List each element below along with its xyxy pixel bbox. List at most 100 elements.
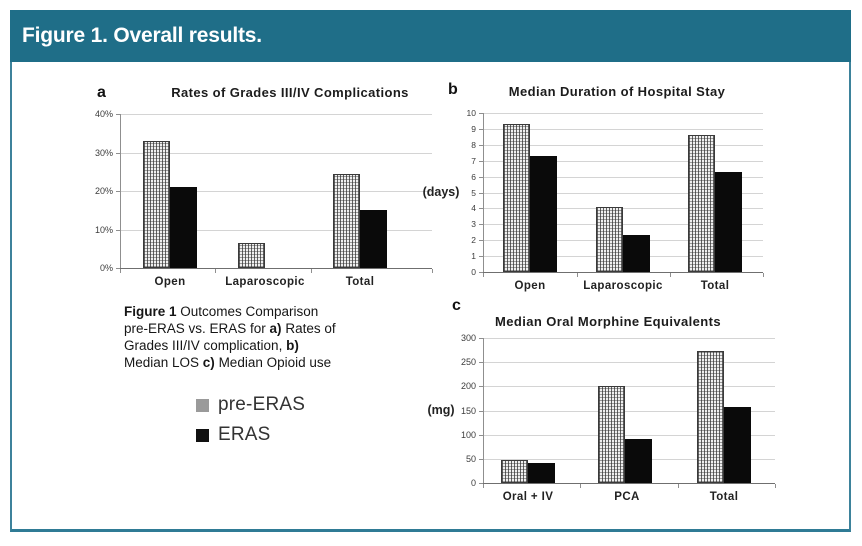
- y-tick-b: [479, 240, 483, 242]
- gridline-b: [483, 113, 763, 114]
- chart-title-a: Rates of Grades III/IV Complications: [171, 85, 409, 100]
- y-tick-a: [116, 229, 120, 231]
- legend-item-eras: ERAS: [196, 424, 305, 446]
- y-tick-label-a: 40%: [94, 109, 113, 119]
- y-tick-label-b: 9: [471, 123, 476, 134]
- gridline-c: [483, 386, 775, 388]
- gridline-b: [483, 176, 763, 178]
- legend-item-pre-eras: pre-ERAS: [196, 394, 305, 416]
- y-tick-b: [479, 224, 483, 226]
- caption-bold-text: Figure 1: [124, 304, 177, 319]
- y-tick-b: [479, 128, 483, 130]
- y-tick-b: [479, 192, 483, 194]
- bar-a-open-eras: [170, 187, 197, 268]
- bar-b-laparoscopic-pre-eras: [596, 206, 623, 272]
- category-label-b: Total: [700, 280, 730, 292]
- gridline-a: [120, 191, 432, 192]
- x-axis-c: [483, 483, 775, 484]
- y-tick-c: [479, 410, 483, 412]
- y-tick-b: [479, 176, 483, 178]
- legend-swatch-pre-eras: [196, 398, 209, 412]
- y-axis-b: [483, 113, 484, 273]
- y-tick-b: [479, 272, 483, 273]
- gridline-b: [483, 128, 763, 130]
- y-tick-label-b: 2: [471, 235, 476, 246]
- y-tick-label-b: 7: [471, 155, 476, 166]
- gridline-b: [483, 160, 763, 162]
- caption-text: Median Opioid use: [214, 355, 332, 370]
- category-label-b: Open: [514, 280, 546, 292]
- x-tick-c: [775, 484, 776, 488]
- y-tick-b: [479, 144, 483, 146]
- gridline-c: [483, 362, 775, 364]
- y-tick-c: [479, 362, 483, 364]
- gridline-c: [483, 434, 775, 436]
- y-tick-label-c: 300: [460, 333, 476, 343]
- y-tick-label-c: 0: [470, 478, 476, 488]
- y-tick-label-a: 20%: [94, 186, 113, 196]
- bar-a-laparoscopic-pre-eras: [238, 242, 265, 268]
- y-axis-c: [483, 338, 484, 484]
- x-tick-b: [577, 273, 578, 277]
- caption-bold-text: b): [286, 338, 299, 353]
- y-axis-a: [120, 114, 121, 269]
- y-tick-label-b: 5: [471, 187, 476, 198]
- legend-label-pre-eras: pre-ERAS: [218, 394, 306, 415]
- y-tick-c: [479, 458, 483, 460]
- y-axis-unit-label-c: (mg): [427, 403, 455, 417]
- y-tick-label-a: 10%: [94, 224, 113, 235]
- x-tick-c: [678, 484, 679, 488]
- y-tick-label-a: 30%: [94, 147, 113, 158]
- category-label-a: Total: [345, 276, 375, 288]
- bar-a-total-eras: [360, 210, 387, 268]
- caption-line: Figure 1 Outcomes Comparison: [124, 303, 336, 320]
- y-tick-a: [116, 114, 120, 115]
- y-tick-c: [479, 434, 483, 436]
- x-tick-b: [670, 273, 671, 277]
- gridline-c: [483, 338, 775, 339]
- y-tick-c: [479, 483, 483, 484]
- bar-b-laparoscopic-eras: [623, 235, 650, 272]
- y-tick-a: [116, 191, 120, 192]
- category-label-c: Oral + IV: [502, 491, 554, 503]
- figure-caption: Figure 1 Outcomes Comparison pre-ERAS vs.…: [124, 303, 336, 371]
- y-tick-label-c: 250: [460, 357, 476, 368]
- legend-label-eras: ERAS: [218, 424, 271, 445]
- figure-header-title: Figure 1. Overall results.: [22, 24, 262, 47]
- panel-label-c: c: [452, 297, 461, 314]
- category-label-c: PCA: [614, 491, 640, 503]
- y-tick-a: [116, 268, 120, 269]
- gridline-b: [483, 224, 763, 226]
- x-tick-a: [120, 269, 121, 273]
- chart-title-c: Median Oral Morphine Equivalents: [495, 314, 721, 329]
- category-label-a: Laparoscopic: [225, 276, 305, 288]
- y-tick-label-a: 0%: [99, 263, 113, 273]
- y-tick-label-c: 200: [460, 381, 476, 392]
- x-axis-a: [120, 268, 432, 269]
- bar-c-total-eras: [724, 406, 751, 483]
- caption-text: Outcomes Comparison: [176, 304, 319, 319]
- y-tick-label-b: 8: [471, 139, 476, 150]
- bar-c-oral-iv-pre-eras: [501, 459, 528, 483]
- caption-bold-text: a): [269, 321, 282, 336]
- category-label-c: Total: [709, 491, 739, 503]
- y-tick-a: [116, 152, 120, 154]
- panel-label-a: a: [97, 84, 106, 101]
- gridline-b: [483, 192, 763, 194]
- y-tick-label-c: 150: [460, 405, 476, 416]
- bar-b-open-pre-eras: [503, 124, 530, 272]
- category-label-a: Open: [154, 276, 186, 288]
- x-axis-b: [483, 272, 763, 273]
- bar-b-open-eras: [530, 155, 557, 272]
- caption-text: pre-ERAS vs. ERAS for: [124, 321, 270, 336]
- caption-line: Grades III/IV complication, b): [124, 337, 336, 354]
- legend-swatch-eras: [196, 428, 209, 442]
- caption-bold-text: c): [202, 355, 215, 370]
- x-tick-a: [311, 269, 312, 273]
- y-tick-c: [479, 386, 483, 388]
- bar-c-oral-iv-eras: [528, 462, 555, 483]
- x-tick-a: [215, 269, 216, 273]
- caption-text: Grades III/IV complication,: [124, 338, 287, 353]
- bar-c-pca-pre-eras: [598, 386, 625, 483]
